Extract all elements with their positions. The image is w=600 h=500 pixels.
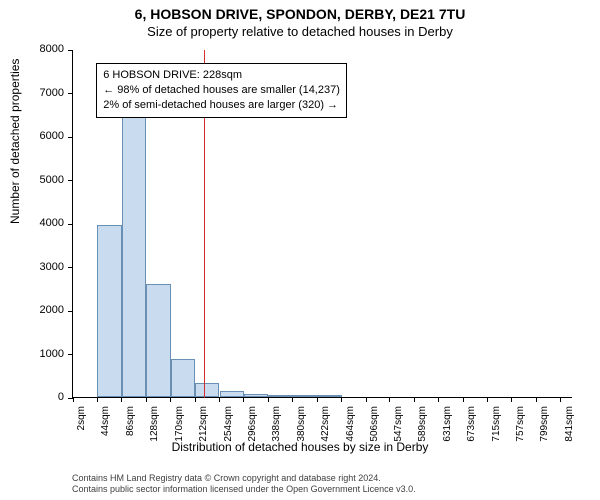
x-tick-label: 547sqm — [393, 406, 404, 444]
histogram-bar — [293, 395, 317, 397]
y-tick — [68, 137, 73, 138]
x-tick-label: 799sqm — [539, 406, 550, 444]
y-tick-label: 8000 — [24, 43, 64, 55]
x-tick — [73, 397, 74, 402]
x-tick-label: 2sqm — [76, 406, 87, 444]
footer-line-1: Contains HM Land Registry data © Crown c… — [72, 473, 416, 485]
x-tick — [511, 397, 512, 402]
x-tick-label: 44sqm — [100, 406, 111, 444]
histogram-bar — [268, 395, 292, 397]
x-tick-label: 212sqm — [198, 406, 209, 444]
x-tick — [268, 397, 269, 402]
x-tick — [219, 397, 220, 402]
x-tick — [317, 397, 318, 402]
x-tick-label: 254sqm — [223, 406, 234, 444]
x-tick — [414, 397, 415, 402]
x-tick-label: 673sqm — [466, 406, 477, 444]
y-tick — [68, 354, 73, 355]
x-tick — [389, 397, 390, 402]
y-axis-label: Number of detached properties — [8, 59, 22, 224]
x-tick-label: 589sqm — [417, 406, 428, 444]
x-tick — [366, 397, 367, 402]
y-tick — [68, 50, 73, 51]
plot-area: 6 HOBSON DRIVE: 228sqm← 98% of detached … — [72, 50, 572, 398]
y-tick-label: 2000 — [24, 304, 64, 316]
x-tick-label: 757sqm — [515, 406, 526, 444]
x-tick — [292, 397, 293, 402]
x-tick — [97, 397, 98, 402]
property-size-histogram: 6, HOBSON DRIVE, SPONDON, DERBY, DE21 7T… — [0, 0, 600, 500]
y-tick-label: 1000 — [24, 348, 64, 360]
y-tick — [68, 311, 73, 312]
x-tick-label: 422sqm — [320, 406, 331, 444]
y-tick — [68, 267, 73, 268]
x-tick — [243, 397, 244, 402]
histogram-bar — [244, 394, 268, 397]
y-tick — [68, 93, 73, 94]
x-tick-label: 506sqm — [369, 406, 380, 444]
annotation-line: 6 HOBSON DRIVE: 228sqm — [103, 68, 340, 83]
x-tick-label: 841sqm — [564, 406, 575, 444]
annotation-line: 2% of semi-detached houses are larger (3… — [103, 98, 340, 113]
x-tick — [463, 397, 464, 402]
x-tick-label: 128sqm — [149, 406, 160, 444]
histogram-bar — [97, 225, 121, 397]
attribution-footer: Contains HM Land Registry data © Crown c… — [72, 473, 416, 496]
x-tick-label: 464sqm — [345, 406, 356, 444]
x-tick-label: 338sqm — [271, 406, 282, 444]
y-tick — [68, 180, 73, 181]
x-tick — [341, 397, 342, 402]
x-tick — [560, 397, 561, 402]
x-tick — [195, 397, 196, 402]
x-tick-label: 631sqm — [442, 406, 453, 444]
annotation-line: ← 98% of detached houses are smaller (14… — [103, 83, 340, 98]
x-tick — [536, 397, 537, 402]
histogram-bar — [195, 383, 219, 397]
histogram-bar — [122, 101, 146, 397]
x-tick — [487, 397, 488, 402]
chart-title-sub: Size of property relative to detached ho… — [0, 24, 600, 39]
x-tick-label: 170sqm — [174, 406, 185, 444]
annotation-box: 6 HOBSON DRIVE: 228sqm← 98% of detached … — [96, 63, 347, 118]
histogram-bar — [171, 359, 195, 397]
footer-line-2: Contains public sector information licen… — [72, 484, 416, 496]
x-tick-label: 380sqm — [296, 406, 307, 444]
y-tick-label: 6000 — [24, 130, 64, 142]
y-tick-label: 5000 — [24, 174, 64, 186]
y-tick-label: 7000 — [24, 87, 64, 99]
y-tick — [68, 224, 73, 225]
histogram-bar — [220, 391, 244, 397]
x-tick — [121, 397, 122, 402]
x-tick-label: 86sqm — [125, 406, 136, 444]
histogram-bar — [146, 284, 170, 397]
x-tick-label: 296sqm — [247, 406, 258, 444]
y-tick-label: 0 — [24, 391, 64, 403]
histogram-bar — [317, 395, 341, 397]
x-tick — [438, 397, 439, 402]
x-tick — [170, 397, 171, 402]
y-tick-label: 4000 — [24, 217, 64, 229]
y-tick-label: 3000 — [24, 261, 64, 273]
chart-title-main: 6, HOBSON DRIVE, SPONDON, DERBY, DE21 7T… — [0, 6, 600, 22]
x-tick-label: 715sqm — [491, 406, 502, 444]
x-tick — [146, 397, 147, 402]
